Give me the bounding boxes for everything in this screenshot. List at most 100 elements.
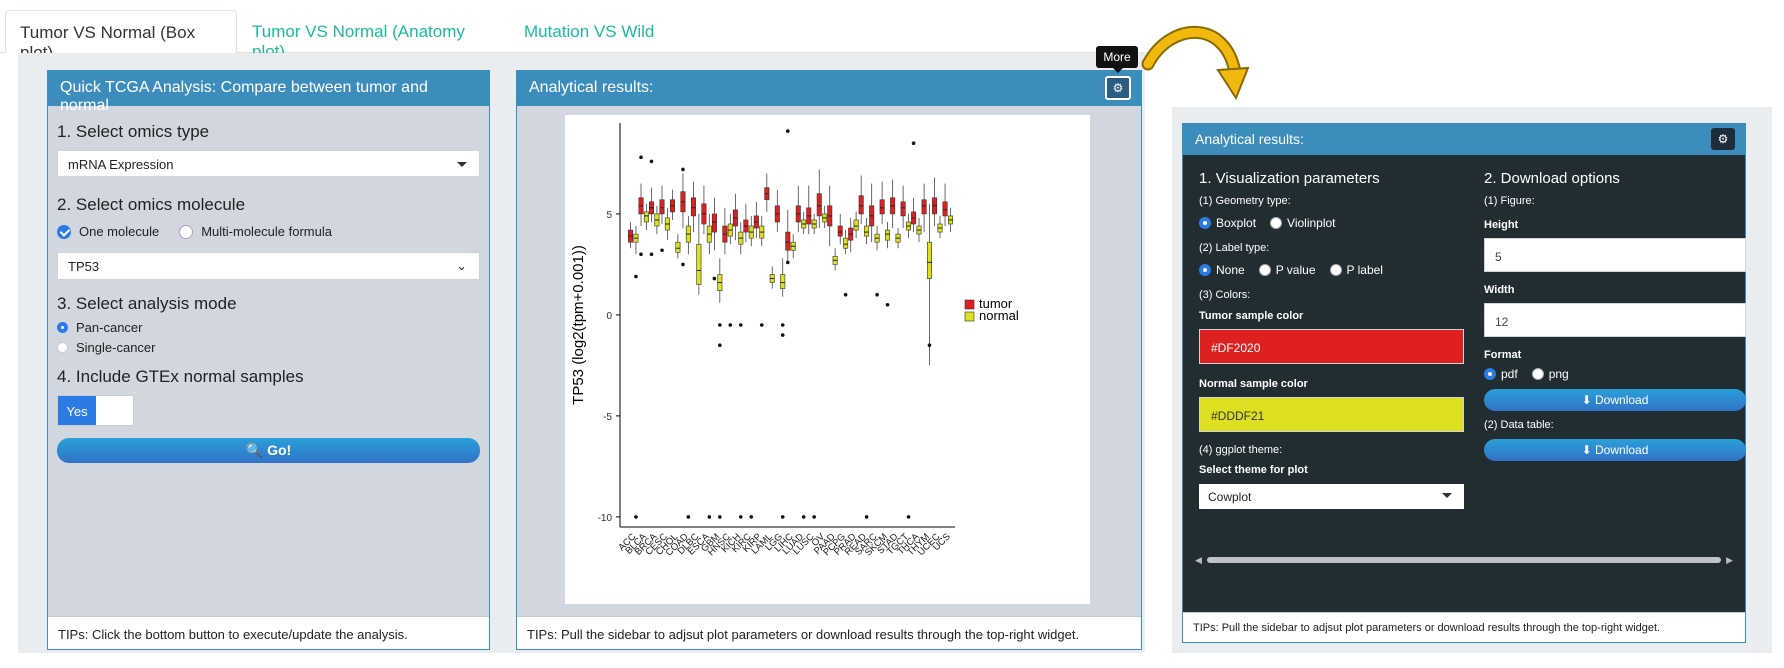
radio-single-cancer[interactable]	[57, 342, 68, 353]
theme-select-label: Select theme for plot	[1199, 464, 1308, 476]
step-analysis-mode: 3. Select analysis mode	[57, 294, 237, 313]
gears-icon: ⚙	[1717, 132, 1729, 146]
scrollbar-thumb[interactable]	[1207, 557, 1721, 563]
normal-color-label: Normal sample color	[1199, 378, 1308, 390]
step-omics-molecule: 2. Select omics molecule	[57, 195, 246, 214]
gtex-toggle[interactable]: Yes	[57, 395, 134, 426]
legend-label-tumor: tumor	[979, 296, 1013, 311]
step-omics-type: 1. Select omics type	[57, 122, 210, 141]
outlier-point	[927, 343, 932, 347]
more-tooltip: More	[1096, 46, 1138, 73]
y-tick-label: 0	[606, 311, 612, 322]
scroll-left-icon[interactable]: ◀	[1195, 555, 1202, 565]
outlier-point	[639, 155, 643, 160]
outlier-point	[911, 141, 916, 145]
y-tick-label: -10	[598, 513, 613, 524]
visualization-parameters: 1. Visualization parameters (1) Geometry…	[1199, 155, 1464, 509]
tumor-color-input[interactable]: #DF2020	[1199, 329, 1464, 364]
box-normal	[696, 243, 702, 285]
ggplot-theme-label: (4) ggplot theme:	[1199, 444, 1283, 456]
box-normal	[843, 237, 849, 249]
box-tumor	[921, 199, 927, 215]
horizontal-scrollbar[interactable]: ◀ ▶	[1195, 555, 1733, 565]
step-gtex: 4. Include GTEx normal samples	[57, 367, 304, 386]
figure-label: (1) Figure:	[1484, 195, 1535, 207]
outlier-point	[875, 292, 879, 297]
gtex-toggle-yes[interactable]: Yes	[58, 396, 96, 425]
sidebar-panel: Quick TCGA Analysis: Compare between tum…	[47, 70, 490, 650]
radio-multi-molecule[interactable]	[179, 224, 194, 239]
legend-key-normal	[964, 311, 975, 322]
search-icon: 🔍	[245, 442, 264, 458]
outlier-point	[686, 515, 691, 519]
label-type-label: (2) Label type:	[1199, 242, 1270, 254]
radio-label-none[interactable]	[1199, 264, 1211, 276]
y-tick-label: 5	[606, 210, 612, 221]
outlier-point	[785, 129, 790, 133]
normal-color-input[interactable]: #DDDF21	[1199, 397, 1464, 432]
box-normal	[885, 229, 891, 241]
mode-pan-cancer[interactable]: Pan-cancer	[57, 320, 480, 335]
tab-anatomy-plot[interactable]: Tumor VS Normal (Anatomy plot)	[252, 22, 465, 61]
radio-boxplot[interactable]	[1199, 217, 1211, 229]
download-figure-button[interactable]: ⬇ Download	[1484, 389, 1746, 411]
settings-title-text: Analytical results:	[1195, 131, 1304, 147]
gears-button[interactable]: ⚙	[1105, 76, 1131, 100]
sidebar-tip: TIPs: Click the bottom button to execute…	[48, 616, 489, 649]
mode-single-cancer[interactable]: Single-cancer	[57, 340, 480, 355]
y-tick-label: -5	[603, 412, 612, 423]
radio-pan-cancer-label: Pan-cancer	[76, 320, 143, 335]
radio-png-label: png	[1548, 367, 1569, 381]
results-tip: TIPs: Pull the sidebar to adjsut plot pa…	[517, 616, 1141, 649]
outlier-point	[707, 515, 712, 519]
box-tumor	[942, 201, 948, 217]
radio-one-molecule[interactable]	[57, 224, 71, 239]
radio-png[interactable]	[1531, 368, 1544, 380]
box-tumor	[711, 213, 717, 233]
tab-mutation-vs-wild[interactable]: Mutation VS Wild	[524, 22, 655, 41]
outlier-point	[718, 323, 722, 327]
outlier-point	[728, 323, 733, 327]
radio-label-none-label: None	[1216, 263, 1245, 277]
go-button[interactable]: 🔍 Go!	[57, 438, 480, 463]
settings-gears-button[interactable]: ⚙	[1711, 128, 1735, 150]
width-input[interactable]: 12	[1484, 303, 1746, 337]
radio-violinplot[interactable]	[1270, 217, 1283, 229]
outlier-point	[649, 159, 654, 164]
settings-panel: Analytical results: ⚙ 1. Visualization p…	[1182, 123, 1746, 643]
radio-multi-molecule-label: Multi-molecule formula	[201, 224, 332, 239]
radio-label-pvalue[interactable]	[1258, 264, 1271, 276]
outlier-point	[649, 252, 654, 257]
settings-body: 1. Visualization parameters (1) Geometry…	[1183, 155, 1746, 600]
radio-pan-cancer[interactable]	[57, 322, 68, 333]
legend-label-normal: normal	[979, 308, 1019, 323]
results-panel: Analytical results: ⚙ -10 -5 0 5 TP53 (log2(…	[516, 70, 1142, 650]
radio-label-plabel[interactable]	[1329, 264, 1342, 276]
box-tumor	[858, 195, 864, 215]
theme-select[interactable]: Cowplot	[1199, 484, 1464, 509]
settings-title: Analytical results: ⚙	[1183, 124, 1745, 155]
box-normal	[780, 274, 786, 289]
scroll-right-icon[interactable]: ▶	[1726, 555, 1733, 565]
radio-pdf[interactable]	[1484, 368, 1496, 380]
geometry-radio-group: Boxplot Violinplot	[1199, 216, 1464, 230]
legend-key-tumor	[964, 299, 975, 310]
caret-down-icon	[1442, 493, 1452, 498]
box-normal	[675, 241, 681, 253]
colors-label: (3) Colors:	[1199, 289, 1251, 301]
box-tumor	[690, 197, 696, 217]
tab-bar: Tumor VS Normal (Box plot) Tumor VS Norm…	[0, 0, 1150, 62]
outlier-point	[738, 515, 743, 519]
outlier-point	[660, 248, 664, 253]
height-input[interactable]: 5	[1484, 238, 1746, 272]
tab-boxplot[interactable]: Tumor VS Normal (Box plot)	[5, 10, 237, 62]
outlier-point	[885, 303, 890, 307]
radio-label-plabel-label: P label	[1346, 263, 1383, 277]
box-tumor	[816, 193, 822, 217]
arrow-icon	[1141, 25, 1250, 101]
outlier-point	[906, 515, 911, 519]
omics-type-select[interactable]: mRNA Expression	[57, 150, 480, 177]
molecule-select[interactable]: TP53 ⌄	[57, 252, 480, 280]
download-table-button[interactable]: ⬇ Download	[1484, 439, 1746, 461]
format-label: Format	[1484, 349, 1522, 361]
